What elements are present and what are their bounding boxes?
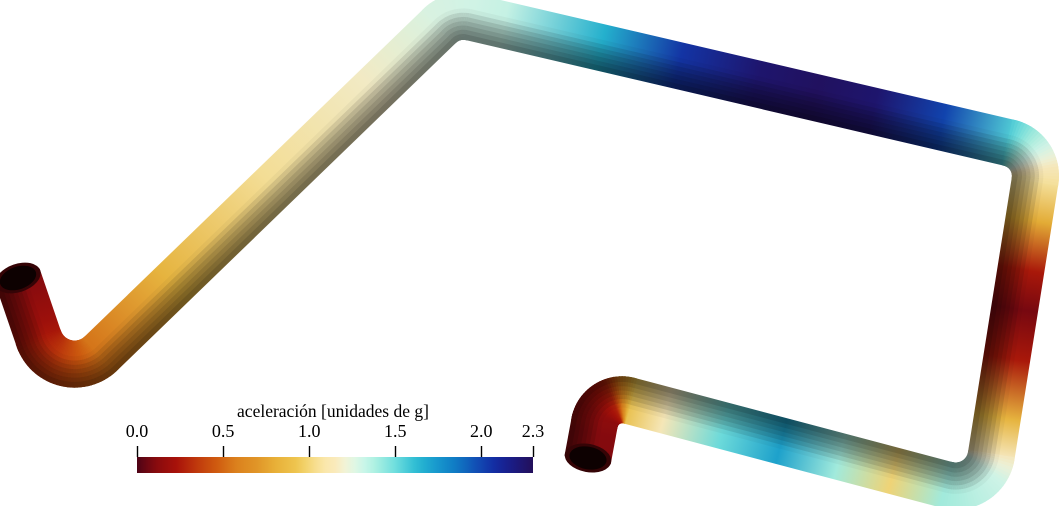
svg-text:0.0: 0.0 xyxy=(126,421,149,441)
svg-text:0.5: 0.5 xyxy=(212,421,235,441)
svg-text:1.5: 1.5 xyxy=(384,421,407,441)
svg-text:aceleración [unidades de g]: aceleración [unidades de g] xyxy=(237,401,429,421)
svg-text:1.0: 1.0 xyxy=(298,421,321,441)
svg-text:2.3: 2.3 xyxy=(522,421,545,441)
svg-text:2.0: 2.0 xyxy=(470,421,493,441)
